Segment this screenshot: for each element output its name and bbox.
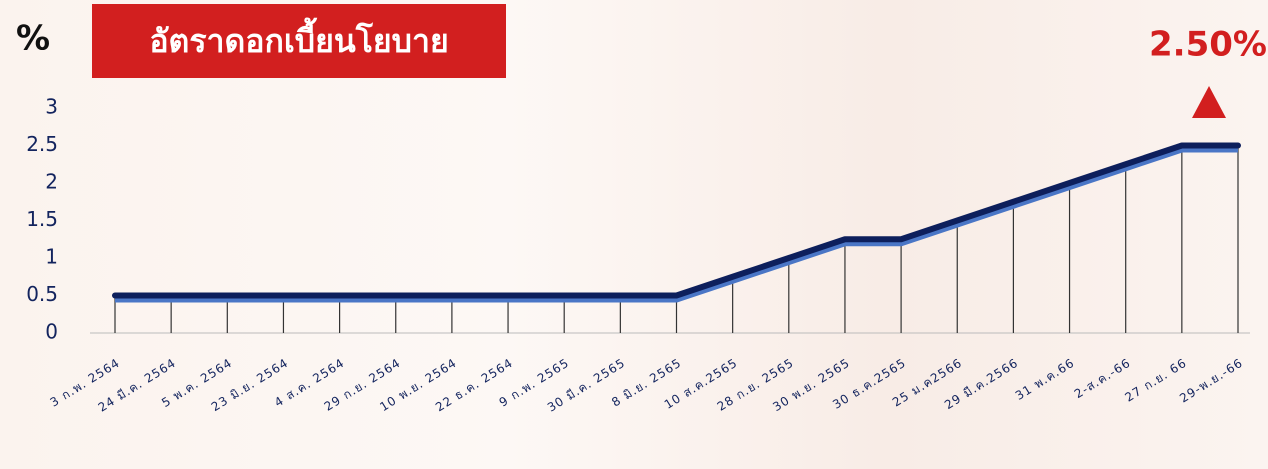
x-tick-label: 31 พ.ค.66 [1013,356,1077,403]
annotation: 2.50% [1149,25,1267,65]
y-tick-label: 3 [45,95,58,119]
y-axis-label: % [16,19,50,59]
y-tick-label: 1 [45,245,58,269]
y-tick-label: 0.5 [26,282,58,306]
chart-title: อัตราดอกเบี้ยนโยบาย [149,17,448,60]
y-tick-label: 0 [45,320,58,344]
title-box [92,4,506,78]
y-tick-label: 1.5 [26,207,58,231]
y-tick-label: 2.5 [26,132,58,156]
x-tick-label: 29-พ.ย.-66 [1177,356,1245,406]
y-tick-label: 2 [45,170,58,194]
up-arrow [1192,86,1226,118]
line [112,142,1241,299]
line-shadow [115,146,1238,303]
